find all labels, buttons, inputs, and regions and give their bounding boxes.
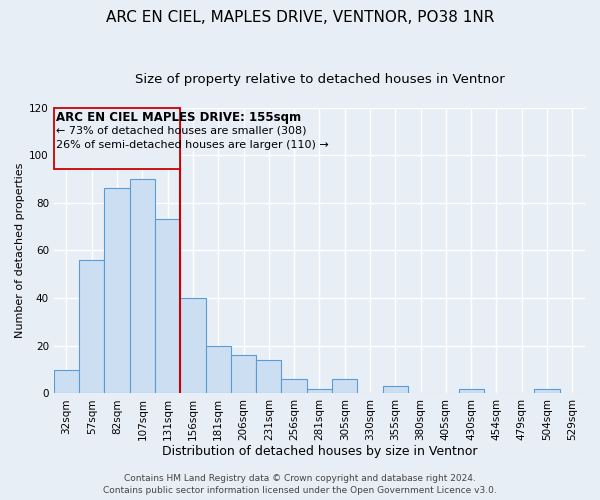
Text: ARC EN CIEL, MAPLES DRIVE, VENTNOR, PO38 1NR: ARC EN CIEL, MAPLES DRIVE, VENTNOR, PO38… (106, 10, 494, 25)
Bar (54, 108, 180, 170)
Bar (458, 388, 484, 394)
Bar (307, 388, 332, 394)
X-axis label: Distribution of detached houses by size in Ventnor: Distribution of detached houses by size … (161, 444, 477, 458)
Bar (535, 388, 560, 394)
Bar (155, 220, 180, 394)
Text: Contains HM Land Registry data © Crown copyright and database right 2024.
Contai: Contains HM Land Registry data © Crown c… (103, 474, 497, 495)
Bar (79, 260, 104, 394)
Bar (281, 379, 307, 394)
Bar (180, 298, 206, 394)
Bar (332, 379, 358, 394)
Bar (383, 386, 408, 394)
Title: Size of property relative to detached houses in Ventnor: Size of property relative to detached ho… (134, 72, 504, 86)
Bar (206, 346, 231, 394)
Bar (231, 355, 256, 394)
Bar (54, 370, 79, 394)
Bar (130, 179, 155, 394)
Text: ARC EN CIEL MAPLES DRIVE: 155sqm: ARC EN CIEL MAPLES DRIVE: 155sqm (56, 111, 301, 124)
Y-axis label: Number of detached properties: Number of detached properties (15, 162, 25, 338)
Bar (104, 188, 130, 394)
Text: 26% of semi-detached houses are larger (110) →: 26% of semi-detached houses are larger (… (56, 140, 329, 149)
Bar (256, 360, 281, 394)
Text: ← 73% of detached houses are smaller (308): ← 73% of detached houses are smaller (30… (56, 126, 307, 136)
